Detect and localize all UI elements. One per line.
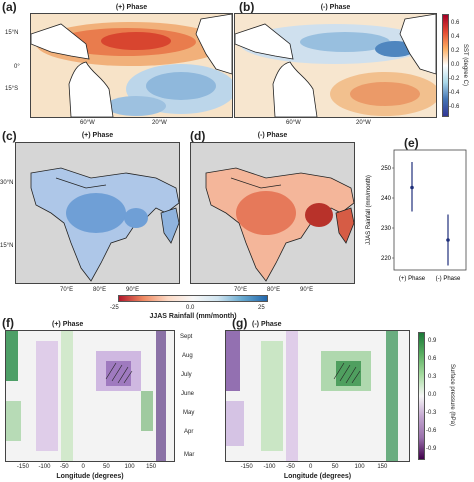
chart-plot-area [393, 149, 467, 271]
panel-g-label: (g) [232, 316, 248, 330]
sp-colorbar-tick: 0.0 [428, 392, 437, 398]
panel-e-label: (e) [404, 136, 419, 150]
panel-c-lon-tick: 70°E [60, 287, 74, 293]
data-point [446, 238, 450, 242]
hov-x-tick-label: -100 [38, 464, 51, 470]
hov-x-tick-label: 50 [331, 464, 339, 470]
y-tick-label: 240 [381, 196, 392, 202]
hov-month-tick: May [183, 410, 195, 416]
sp-colorbar-tick: -0.3 [426, 410, 437, 416]
sst-colorbar-tick: 0.2 [451, 48, 460, 54]
sst-colorbar-tick: -0.4 [449, 90, 460, 96]
panel-a-lat-tick: 0° [14, 64, 20, 70]
sp-colorbar-tick: 0.9 [428, 338, 437, 344]
sst-map-negative [234, 13, 437, 118]
hov-x-tick-label: 50 [103, 464, 110, 470]
hov-month-tick: Sept [180, 334, 193, 340]
hov-x-tick-label: -150 [16, 464, 29, 470]
hov-x-tick-label: 100 [124, 464, 135, 470]
hov-x-tick-label: -150 [240, 464, 253, 470]
sp-colorbar-tick: 0.6 [428, 356, 437, 362]
y-tick-label: 250 [381, 166, 392, 172]
panel-a-lat-tick: 15°S [5, 86, 19, 92]
hov-month-tick: Apr [184, 429, 194, 435]
panel-d-lon-tick: 80°E [267, 287, 281, 293]
hov-f-xticks: -150 -100 -50 0 50 100 150 [5, 464, 175, 472]
sst-map-positive [30, 13, 233, 118]
sp-colorbar-tick: 0.3 [428, 374, 437, 380]
rain-colorbar [118, 295, 268, 302]
rain-colorbar-tick: 25 [258, 305, 265, 311]
sp-colorbar-tick: -0.6 [426, 428, 437, 434]
rain-map-positive [15, 142, 180, 284]
hov-month-tick: July [181, 372, 192, 378]
panel-b-lon-tick: 60°W [286, 120, 301, 126]
hovmoller-negative [225, 330, 410, 462]
hov-month-tick: June [181, 391, 195, 397]
sst-colorbar-tick: -0.2 [449, 76, 460, 82]
panel-a-lat-tick: 15°N [5, 30, 19, 36]
panel-a-label: (a) [2, 0, 17, 14]
panel-a-title: (+) Phase [115, 4, 148, 11]
sst-colorbar-tick: 0.4 [451, 34, 460, 40]
sp-colorbar [418, 332, 425, 460]
hov-f-xlabel: Longitude (degrees) [56, 473, 124, 480]
panel-f-title: (+) Phase [52, 321, 84, 328]
data-point [410, 185, 414, 190]
panel-c-lat-tick: 15°N [0, 243, 14, 249]
panel-b-title: (-) Phase [320, 4, 351, 11]
panel-f-label: (f) [2, 316, 14, 330]
hov-month-tick: Mar [184, 452, 195, 458]
sst-colorbar-tick: 0.6 [451, 20, 460, 26]
y-tick-label: 220 [381, 256, 392, 262]
panel-b-lon-tick: 20°W [356, 120, 371, 126]
sst-colorbar-tick: 0.0 [451, 62, 460, 68]
hov-x-tick-label: 150 [377, 464, 388, 470]
hov-g-xlabel: Longitude (degrees) [283, 473, 352, 480]
sp-colorbar-label: Surface pressure (hPa) [449, 363, 455, 427]
panel-a-lon-tick: 60°W [80, 120, 95, 126]
x-tick-label: (+) Phase [399, 276, 426, 282]
panel-c-lon-tick: 90°E [126, 287, 140, 293]
panel-d-lon-tick: 70°E [234, 287, 248, 293]
panel-d-title: (-) Phase [257, 132, 288, 139]
rain-colorbar-tick: -25 [110, 305, 119, 311]
hov-x-tick-label: -50 [59, 464, 69, 470]
panel-g-title: (-) Phase [252, 321, 282, 328]
sst-colorbar-tick: -0.6 [449, 104, 460, 110]
hovmoller-positive [5, 330, 175, 462]
hov-month-tick: Aug [182, 353, 193, 359]
hov-g-xticks: -150 -100 -50 0 50 100 150 [225, 464, 410, 472]
rain-colorbar-label: JJAS Rainfall (mm/month) [149, 313, 237, 320]
panel-a-lon-tick: 20°W [152, 120, 167, 126]
panel-c-title: (+) Phase [81, 132, 114, 139]
chart-y-label: JJAS Rainfall (mm/month) [366, 175, 372, 245]
x-tick-label: (-) Phase [436, 276, 461, 282]
panel-c-label: (c) [2, 129, 17, 143]
hov-x-tick-label: 100 [354, 464, 365, 470]
panel-c-lat-tick: 30°N [0, 180, 14, 186]
panel-d-label: (d) [190, 129, 206, 143]
panel-d-lon-tick: 90°E [300, 287, 314, 293]
rainfall-errorbar-chart: JJAS Rainfall (mm/month) 250 240 230 220 (+… [366, 149, 467, 282]
hov-x-tick-label: 0 [81, 464, 85, 470]
hov-x-tick-label: -100 [263, 464, 276, 470]
rain-map-negative [190, 142, 355, 284]
y-tick-label: 230 [381, 226, 392, 232]
panel-b-label: (b) [239, 0, 255, 14]
sst-colorbar [442, 14, 449, 117]
hov-x-tick-label: -50 [286, 464, 295, 470]
sp-colorbar-tick: -0.9 [426, 446, 437, 452]
hov-x-tick-label: 150 [146, 464, 157, 470]
hov-x-tick-label: 0 [309, 464, 313, 470]
rain-colorbar-tick: 0.0 [186, 305, 195, 311]
panel-c-lon-tick: 80°E [93, 287, 107, 293]
sst-colorbar-label: SST (degree C) [462, 44, 468, 86]
